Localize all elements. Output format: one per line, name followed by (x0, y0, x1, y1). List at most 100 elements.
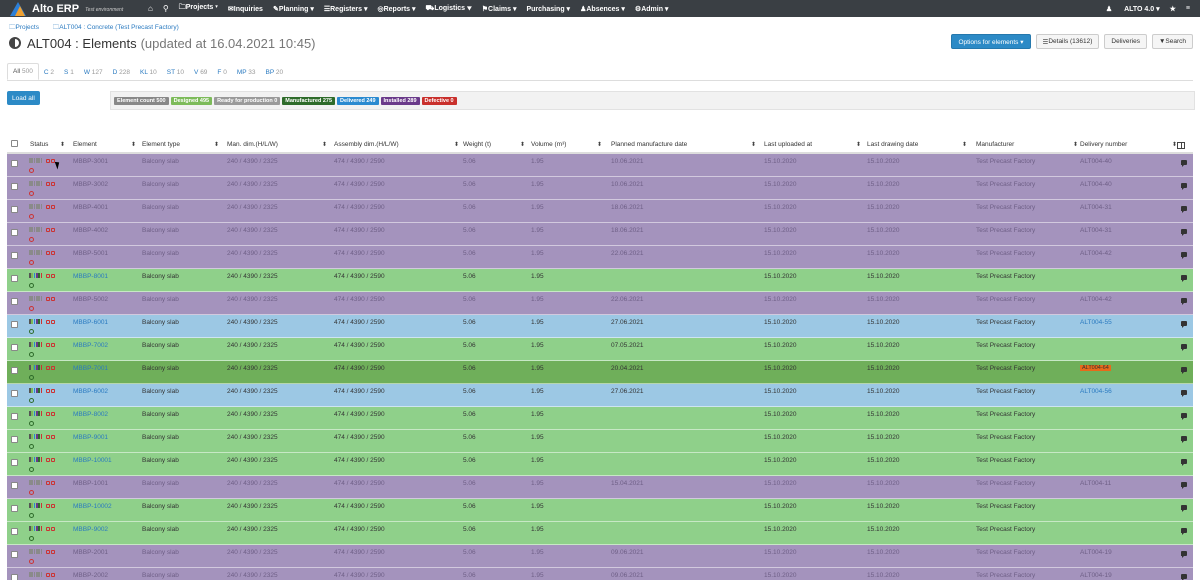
table-row[interactable]: MBBP-3002 Balcony slab 240 / 4390 / 2325 47… (7, 177, 1193, 200)
cell-element[interactable]: MBBP-8001 (73, 273, 109, 280)
tab-s[interactable]: S 1 (64, 69, 74, 76)
row-checkbox[interactable] (11, 482, 18, 489)
status-indicator-icon[interactable] (29, 434, 56, 439)
status-indicator-icon[interactable] (29, 480, 56, 485)
nav-projects[interactable]: 🗀Projects ▾ (178, 4, 218, 11)
cell-element[interactable]: MBBP-1001 (73, 480, 109, 487)
table-row[interactable]: MBBP-2001 Balcony slab 240 / 4390 / 2325 47… (7, 545, 1193, 568)
cell-element[interactable]: MBBP-4001 (73, 204, 109, 211)
nav-purchasing[interactable]: Purchasing ▾ (526, 5, 571, 13)
cell-element[interactable]: MBBP-3001 (73, 158, 109, 165)
comment-icon[interactable] (1181, 367, 1187, 374)
col-weight[interactable]: Weight (t) ⬍ (463, 141, 526, 148)
col-element[interactable]: Element ⬍ (73, 141, 137, 148)
status-indicator-icon[interactable] (29, 273, 56, 278)
row-checkbox[interactable] (11, 160, 18, 167)
cell-delivery[interactable]: ALT004-40 (1080, 181, 1112, 188)
cell-element[interactable]: MBBP-2002 (73, 572, 109, 579)
row-checkbox[interactable] (11, 321, 18, 328)
cell-element[interactable]: MBBP-5001 (73, 250, 109, 257)
nav-planning[interactable]: ✎Planning ▾ (272, 5, 314, 13)
status-indicator-icon[interactable] (29, 227, 56, 232)
deliveries-button[interactable]: Deliveries (1104, 34, 1147, 49)
cell-delivery[interactable]: ALT004-56 (1080, 388, 1112, 395)
status-indicator-icon[interactable] (29, 411, 56, 416)
search-button[interactable]: ▼ Search (1151, 34, 1193, 49)
table-row[interactable]: MBBP-1001 Balcony slab 240 / 4390 / 2325 47… (7, 476, 1193, 499)
cell-element[interactable]: MBBP-6002 (73, 388, 109, 395)
comment-icon[interactable] (1181, 459, 1187, 466)
col-delivery-number[interactable]: Delivery number ⬍ (1080, 141, 1178, 148)
status-indicator-icon[interactable] (29, 526, 56, 531)
row-checkbox[interactable] (11, 252, 18, 259)
comment-icon[interactable] (1181, 551, 1187, 558)
row-checkbox[interactable] (11, 390, 18, 397)
nav-claims[interactable]: ⚑Claims ▾ (481, 5, 517, 13)
comment-icon[interactable] (1181, 229, 1187, 236)
nav-admin[interactable]: ⚙Admin ▾ (634, 5, 669, 13)
comment-icon[interactable] (1181, 390, 1187, 397)
status-indicator-icon[interactable] (29, 342, 56, 347)
row-checkbox[interactable] (11, 551, 18, 558)
search-icon[interactable]: ⚲ (162, 4, 169, 13)
tab-w[interactable]: W 127 (83, 69, 103, 76)
summary-badge[interactable]: Ready for production 0 (214, 96, 281, 105)
status-indicator-icon[interactable] (29, 158, 56, 163)
cell-delivery[interactable]: ALT004-19 (1080, 549, 1112, 556)
row-checkbox[interactable] (11, 459, 18, 466)
table-row[interactable]: MBBP-8002 Balcony slab 240 / 4390 / 2325 47… (7, 407, 1193, 430)
row-checkbox[interactable] (11, 206, 18, 213)
cell-delivery[interactable]: ALT004-31 (1080, 227, 1112, 234)
details-button[interactable]: ☰ Details (13612) (1035, 34, 1100, 49)
summary-badge[interactable]: Manufactured 275 (282, 96, 336, 105)
cell-delivery[interactable]: ALT004-40 (1080, 158, 1112, 165)
brand[interactable]: Alto ERP Test environment (0, 0, 148, 17)
tab-kl[interactable]: KL 10 (140, 69, 157, 76)
cell-delivery[interactable]: ALT004-19 (1080, 572, 1112, 579)
table-row[interactable]: MBBP-4001 Balcony slab 240 / 4390 / 2325 47… (7, 200, 1193, 223)
table-row[interactable]: MBBP-5002 Balcony slab 240 / 4390 / 2325 47… (7, 292, 1193, 315)
col-status[interactable]: Status ⬍ (30, 141, 66, 148)
status-indicator-icon[interactable] (29, 204, 56, 209)
cell-element[interactable]: MBBP-2001 (73, 549, 109, 556)
col-planned-manufacture-date[interactable]: Planned manufacture date ⬍ (611, 141, 757, 148)
cell-delivery[interactable]: ALT004-42 (1080, 296, 1112, 303)
options-for-elements-button[interactable]: Options for elements ▾ (951, 34, 1031, 49)
status-indicator-icon[interactable] (29, 503, 56, 508)
select-all-checkbox[interactable] (11, 140, 18, 147)
row-checkbox[interactable] (11, 436, 18, 443)
tab-c[interactable]: C 2 (43, 69, 55, 76)
row-checkbox[interactable] (11, 528, 18, 535)
cell-element[interactable]: MBBP-6001 (73, 319, 109, 326)
cell-element[interactable]: MBBP-7001 (73, 365, 109, 372)
row-checkbox[interactable] (11, 367, 18, 374)
cell-delivery[interactable]: ALT004-55 (1080, 319, 1112, 326)
nav-reports[interactable]: ◎Reports ▾ (377, 5, 416, 13)
status-indicator-icon[interactable] (29, 572, 56, 577)
comment-icon[interactable] (1181, 344, 1187, 351)
cell-delivery[interactable]: ALT004-42 (1080, 250, 1112, 257)
status-indicator-icon[interactable] (29, 549, 56, 554)
table-row[interactable]: MBBP-10002 Balcony slab 240 / 4390 / 2325 4… (7, 499, 1193, 522)
col-assembly-dim[interactable]: Assembly dim.(H/L/W) ⬍ (334, 141, 460, 148)
comment-icon[interactable] (1181, 298, 1187, 305)
nav-registers[interactable]: ☰Registers ▾ (323, 5, 368, 13)
col-element-type[interactable]: Element type ⬍ (142, 141, 220, 148)
cell-element[interactable]: MBBP-7002 (73, 342, 109, 349)
comment-icon[interactable] (1181, 574, 1187, 580)
table-row[interactable]: MBBP-10001 Balcony slab 240 / 4390 / 2325 4… (7, 453, 1193, 476)
comment-icon[interactable] (1181, 482, 1187, 489)
comment-icon[interactable] (1181, 275, 1187, 282)
comment-icon[interactable] (1181, 160, 1187, 167)
favorites-star-icon[interactable]: ★ (1169, 5, 1176, 13)
cell-element[interactable]: MBBP-8002 (73, 411, 109, 418)
table-row[interactable]: MBBP-6001 Balcony slab 240 / 4390 / 2325 47… (7, 315, 1193, 338)
table-row[interactable]: MBBP-9001 Balcony slab 240 / 4390 / 2325 47… (7, 430, 1193, 453)
status-indicator-icon[interactable] (29, 296, 56, 301)
status-indicator-icon[interactable] (29, 319, 56, 324)
row-checkbox[interactable] (11, 574, 18, 580)
row-checkbox[interactable] (11, 229, 18, 236)
row-checkbox[interactable] (11, 275, 18, 282)
cell-element[interactable]: MBBP-9002 (73, 526, 109, 533)
status-indicator-icon[interactable] (29, 181, 56, 186)
